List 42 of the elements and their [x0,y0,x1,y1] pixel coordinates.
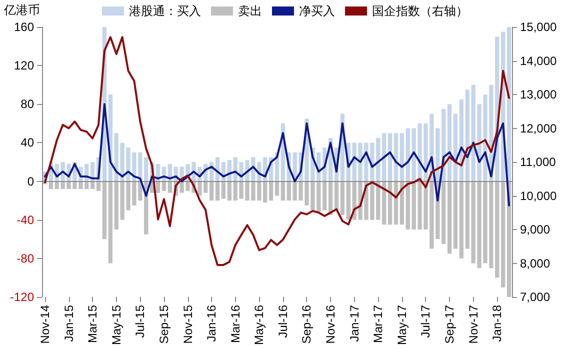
x-tick-label: Jan-15 [62,304,76,342]
x-tick-label: May-17 [394,304,409,346]
legend-label: 国企指数（右轴） [372,4,468,18]
x-tick-label: Nov-17 [466,304,480,344]
y-tick-label: 160 [14,20,34,34]
y-tick-label: -120 [10,290,34,304]
x-tick-label: Nov-16 [324,304,338,344]
y2-tick-label: 9,000 [520,222,550,236]
y-tick-label: 0 [27,174,34,188]
x-tick-label: Sep-17 [442,304,457,344]
x-tick-label: Jul-15 [133,304,148,338]
legend-label: 卖出 [238,4,262,18]
x-tick-label: Mar-15 [86,304,100,344]
y-axis-title: 亿港币 [3,3,40,17]
x-tick-label: Sep-16 [300,304,314,344]
y2-tick-label: 14,000 [520,54,558,68]
y-tick-label: -40 [16,212,34,227]
y2-tick-label: 8,000 [520,256,550,270]
y2-tick-label: 10,000 [520,188,558,203]
y-tick-label: -80 [16,251,34,266]
x-tick-label: Nov-14 [38,304,52,344]
x-tick-label: Mar-17 [371,304,386,344]
y-tick-label: 80 [20,97,34,112]
y2-tick-label: 7,000 [520,290,550,304]
x-tick-label: Jul-16 [276,304,290,338]
x-tick-label: May-16 [252,304,266,346]
y2-tick-label: 13,000 [520,88,558,102]
x-tick-label: Jul-17 [418,304,433,338]
x-tick-label: Jan-18 [490,304,504,342]
x-tick-label: Jan-17 [347,304,362,342]
y-tick-label: 120 [14,58,34,73]
x-tick-label: May-15 [109,304,124,346]
legend-label: 港股通：买入 [129,4,201,18]
x-tick-label: Mar-16 [228,304,242,344]
y2-tick-label: 11,000 [520,155,556,169]
y-tick-label: 40 [20,136,34,150]
x-tick-label: Jan-16 [204,304,219,342]
y2-tick-label: 12,000 [520,121,558,136]
legend-label: 净买入 [299,4,335,18]
x-tick-label: Nov-15 [180,304,195,344]
y2-tick-label: 15,000 [520,20,558,34]
x-tick-label: Sep-15 [156,304,171,344]
